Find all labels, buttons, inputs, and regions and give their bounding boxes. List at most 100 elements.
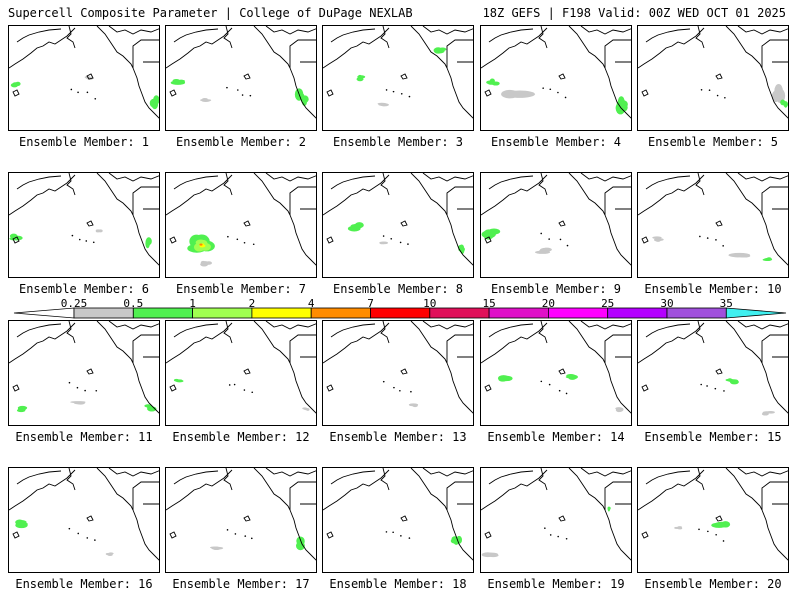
coastline bbox=[9, 27, 76, 69]
coastline bbox=[223, 468, 233, 491]
map-canvas bbox=[481, 26, 631, 119]
map-canvas bbox=[481, 321, 631, 414]
parameter-contour-fill bbox=[354, 222, 364, 229]
coastline bbox=[223, 321, 233, 344]
island bbox=[716, 94, 719, 97]
color-scale-segment bbox=[666, 307, 727, 319]
coastline bbox=[12, 236, 20, 244]
coastline bbox=[604, 481, 631, 510]
coastline bbox=[173, 175, 219, 190]
coastline bbox=[86, 73, 94, 80]
parameter-contour-fill bbox=[607, 507, 610, 512]
coastline bbox=[326, 89, 334, 97]
coastline bbox=[12, 89, 20, 97]
color-scale-tick-label: 1 bbox=[189, 297, 196, 310]
parameter-contour-fill bbox=[304, 408, 310, 411]
coastline bbox=[446, 334, 473, 363]
ensemble-map-panel bbox=[8, 467, 160, 573]
ensemble-map-panel bbox=[637, 467, 789, 573]
island bbox=[714, 387, 717, 390]
run-valid-time: 18Z GEFS | F198 Valid: 00Z WED OCT 01 20… bbox=[482, 6, 786, 20]
parameter-contour-fill bbox=[199, 243, 202, 246]
island bbox=[698, 528, 700, 531]
color-scale-tick-label: 7 bbox=[367, 297, 374, 310]
coastline bbox=[96, 26, 134, 69]
map-canvas bbox=[481, 468, 631, 561]
color-scale-segment bbox=[192, 307, 253, 319]
map-canvas bbox=[323, 321, 473, 414]
coastline bbox=[488, 28, 534, 43]
island bbox=[715, 533, 717, 536]
island bbox=[244, 535, 247, 537]
coastline bbox=[400, 515, 408, 522]
coastline bbox=[761, 509, 788, 561]
coastline bbox=[715, 220, 723, 227]
color-scale-segment bbox=[251, 307, 312, 319]
island bbox=[251, 391, 254, 394]
parameter-contour-fill bbox=[720, 521, 731, 528]
ensemble-map-panel bbox=[165, 320, 317, 426]
island bbox=[227, 235, 229, 238]
coastline bbox=[422, 321, 473, 330]
coastline bbox=[289, 481, 316, 510]
coastline bbox=[568, 173, 606, 216]
coastline bbox=[289, 334, 316, 363]
coastline bbox=[488, 323, 534, 338]
coastline bbox=[645, 28, 691, 43]
coastline bbox=[66, 321, 76, 344]
parameter-contour-fill bbox=[16, 520, 27, 525]
ensemble-map-panel bbox=[322, 467, 474, 573]
island bbox=[544, 527, 546, 529]
map-title: Supercell Composite Parameter | College … bbox=[8, 6, 413, 20]
island bbox=[565, 537, 568, 540]
coastline bbox=[223, 26, 233, 49]
coastline bbox=[16, 323, 62, 338]
coastline bbox=[166, 469, 233, 511]
parameter-contour-fill bbox=[379, 241, 386, 245]
coastline bbox=[86, 220, 94, 227]
parameter-contour-fill bbox=[497, 375, 510, 382]
coastline bbox=[488, 470, 534, 485]
map-canvas bbox=[9, 468, 159, 561]
coastline bbox=[725, 173, 763, 216]
coastline bbox=[695, 173, 705, 196]
parameter-contour-fill bbox=[200, 260, 206, 265]
coastline bbox=[641, 384, 649, 392]
coastline bbox=[265, 26, 316, 35]
coastline bbox=[695, 468, 705, 491]
coastline bbox=[558, 73, 566, 80]
coastline bbox=[580, 321, 631, 330]
map-canvas bbox=[323, 468, 473, 561]
island bbox=[549, 534, 552, 536]
island bbox=[392, 531, 394, 534]
island bbox=[548, 383, 551, 386]
island bbox=[400, 92, 403, 95]
coastline bbox=[108, 468, 159, 477]
island bbox=[393, 386, 395, 389]
island bbox=[68, 381, 71, 384]
coastline bbox=[538, 321, 548, 344]
ensemble-member-label: Ensemble Member: 11 bbox=[15, 430, 153, 444]
island bbox=[392, 90, 395, 93]
coastline bbox=[16, 28, 62, 43]
coastline bbox=[604, 509, 631, 561]
color-scale-tick-label: 20 bbox=[541, 297, 556, 310]
coastline bbox=[725, 468, 763, 511]
island bbox=[724, 96, 726, 99]
coastline bbox=[761, 334, 788, 363]
coastline bbox=[446, 509, 473, 561]
ensemble-map-panel bbox=[8, 25, 160, 131]
island bbox=[400, 535, 402, 537]
coastline bbox=[484, 89, 492, 97]
coastline bbox=[326, 384, 334, 392]
parameter-contour-fill bbox=[170, 80, 186, 85]
island bbox=[707, 530, 709, 533]
parameter-contour-fill bbox=[12, 83, 18, 88]
island bbox=[86, 537, 89, 539]
coastline bbox=[715, 515, 723, 522]
parameter-contour-fill bbox=[617, 96, 625, 109]
island bbox=[566, 244, 569, 247]
parameter-contour-fill bbox=[542, 247, 552, 252]
coastline bbox=[558, 220, 566, 227]
parameter-contour-fill bbox=[105, 552, 110, 555]
